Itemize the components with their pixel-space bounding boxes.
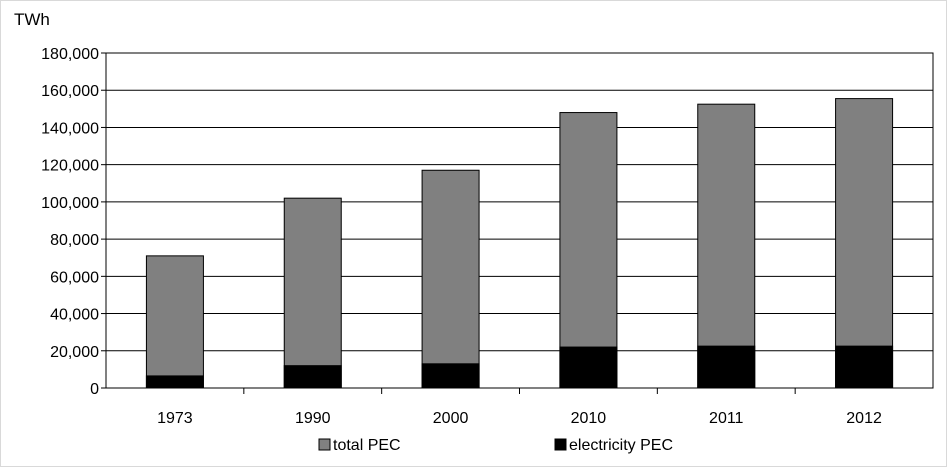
x-tick-label: 1990	[295, 410, 331, 427]
legend-swatch	[554, 438, 567, 451]
y-tick-label: 80,000	[50, 232, 99, 249]
x-tick-label: 2000	[433, 410, 469, 427]
x-tick-label: 2010	[571, 410, 607, 427]
y-tick-label: 160,000	[41, 83, 99, 100]
plot-area	[105, 52, 934, 389]
x-tick-label: 1973	[157, 410, 193, 427]
bar	[421, 169, 480, 389]
axes: 0 20,000 40,000 60,000 80,000 100,000 120,000 1…	[41, 46, 882, 427]
legend-swatch	[318, 438, 331, 451]
bar	[559, 346, 618, 389]
bar	[421, 363, 480, 389]
bar	[283, 365, 342, 389]
y-tick-label: 180,000	[41, 46, 99, 63]
bar	[697, 345, 756, 389]
bar	[559, 112, 618, 389]
gridlines	[105, 52, 934, 389]
y-tick-label: 0	[90, 381, 99, 398]
legend-label: electricity PEC	[569, 437, 673, 454]
y-tick-label: 20,000	[50, 344, 99, 361]
y-tick-label: 100,000	[41, 195, 99, 212]
x-tick-label: 2011	[709, 410, 744, 427]
x-tick-label: 2012	[846, 410, 882, 427]
bar	[283, 197, 342, 389]
y-unit-label: TWh	[14, 10, 50, 29]
y-tick-label: 120,000	[41, 158, 99, 175]
legend: total PEC electricity PEC	[318, 437, 673, 454]
bars	[145, 98, 894, 389]
bar	[145, 255, 204, 389]
y-tick-label: 40,000	[50, 307, 99, 324]
y-tick-label: 60,000	[50, 269, 99, 286]
y-tick-label: 140,000	[41, 120, 99, 137]
bar	[835, 345, 894, 389]
bar	[697, 103, 756, 389]
bar	[835, 98, 894, 389]
legend-label: total PEC	[333, 437, 401, 454]
bar	[145, 375, 204, 389]
